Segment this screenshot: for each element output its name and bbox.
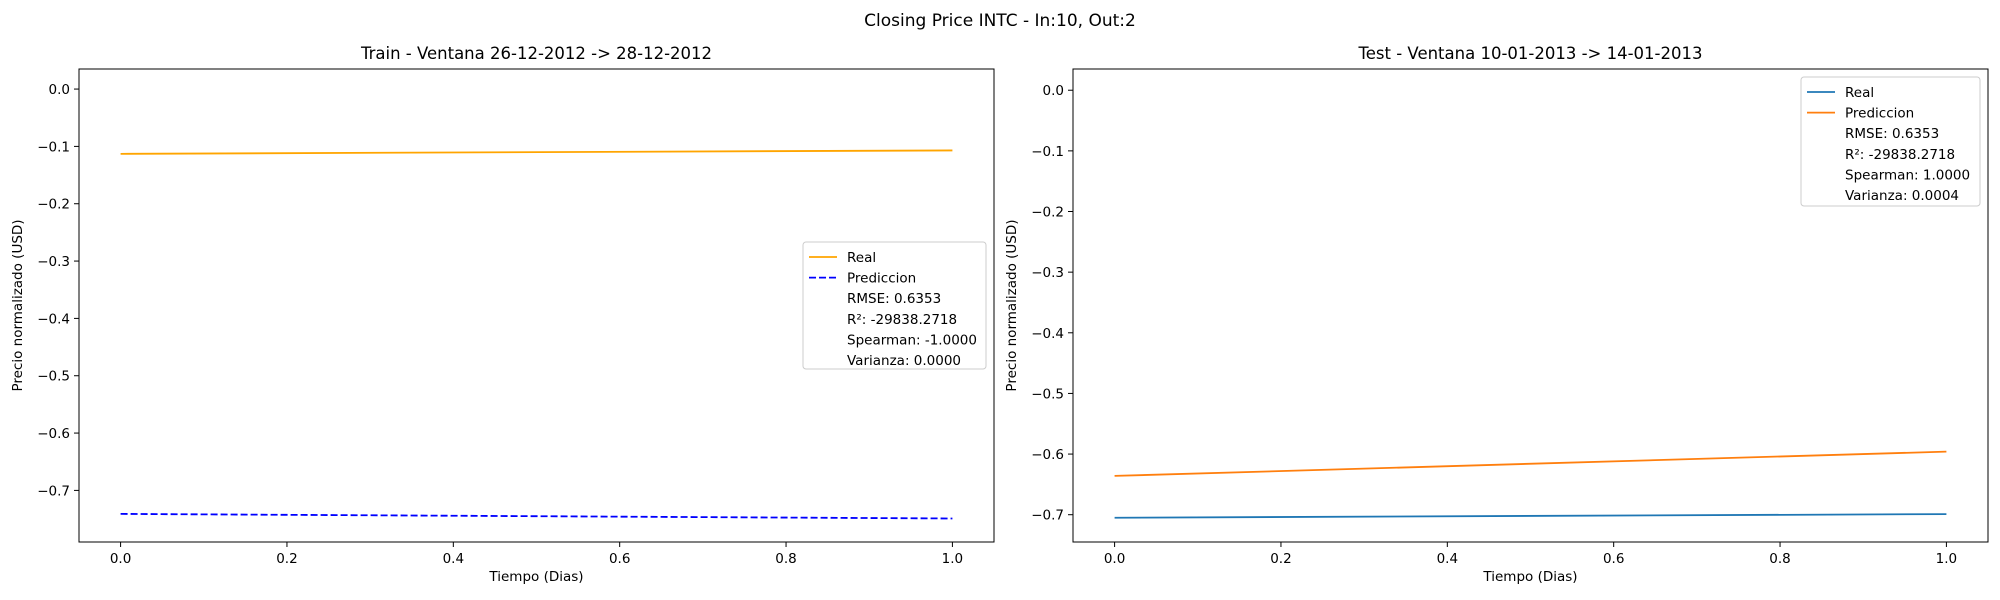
chart-panels: Train - Ventana 26-12-2012 -> 28-12-2012… [10, 44, 1989, 585]
x-tick-label: 0.6 [1603, 551, 1624, 567]
chart-title: Train - Ventana 26-12-2012 -> 28-12-2012 [360, 44, 712, 63]
y-tick-label: −0.3 [37, 254, 70, 270]
y-tick-label: −0.2 [37, 197, 70, 213]
y-tick-label: −0.4 [37, 311, 70, 327]
x-axis-label: Tiempo (Dias) [488, 569, 583, 585]
legend-metric: Spearman: 1.0000 [1845, 167, 1970, 183]
series-line-real [1114, 513, 1947, 519]
y-tick-label: −0.4 [1031, 326, 1064, 342]
legend-box [802, 241, 987, 370]
x-tick-label: 0.4 [1437, 551, 1458, 567]
x-tick-label: 0.0 [1104, 551, 1125, 567]
legend-label-real: Real [1845, 85, 1874, 101]
x-axis-label: Tiempo (Dias) [1482, 569, 1577, 585]
plot-frame [1072, 68, 1989, 543]
x-tick-label: 0.6 [609, 551, 630, 567]
x-tick-label: 0.8 [1769, 551, 1790, 567]
x-tick-label: 1.0 [1936, 551, 1957, 567]
plot-frame [78, 68, 995, 543]
series-line-real [120, 149, 953, 155]
chart-panel-train: Train - Ventana 26-12-2012 -> 28-12-2012… [10, 44, 995, 585]
y-axis-label: Precio normalizado (USD) [10, 219, 26, 391]
x-tick-label: 0.2 [276, 551, 297, 567]
x-tick-label: 0.0 [110, 551, 131, 567]
legend-box [1800, 76, 1981, 207]
y-tick-label: 0.0 [49, 82, 70, 98]
x-tick-label: 0.4 [443, 551, 464, 567]
y-tick-label: −0.1 [37, 139, 70, 155]
legend: Real Prediccion RMSE: 0.6353 R²: -29838.271… [802, 241, 987, 370]
series-line-prediccion [1114, 450, 1947, 477]
y-tick-label: −0.7 [37, 483, 70, 499]
y-tick-label: −0.7 [1031, 508, 1064, 524]
chart-title: Test - Ventana 10-01-2013 -> 14-01-2013 [1358, 44, 1703, 63]
legend-label-real: Real [847, 250, 876, 266]
y-tick-label: −0.1 [1031, 144, 1064, 160]
x-tick-label: 0.8 [775, 551, 796, 567]
legend: Real Prediccion RMSE: 0.6353 R²: -29838.271… [1800, 76, 1981, 207]
chart-panel-test: Test - Ventana 10-01-2013 -> 14-01-2013 0… [1004, 44, 1989, 585]
y-tick-label: −0.3 [1031, 265, 1064, 281]
y-tick-label: −0.5 [1031, 386, 1064, 402]
y-tick-label: 0.0 [1043, 83, 1064, 99]
x-tick-label: 0.2 [1270, 551, 1291, 567]
legend-label-prediccion: Prediccion [1845, 106, 1914, 122]
legend-label-prediccion: Prediccion [847, 271, 916, 287]
y-tick-label: −0.6 [37, 426, 70, 442]
x-tick-label: 1.0 [942, 551, 963, 567]
legend-metric: RMSE: 0.6353 [847, 291, 941, 307]
legend-metric: RMSE: 0.6353 [1845, 126, 1939, 142]
figure-suptitle: Closing Price INTC - In:10, Out:2 [864, 11, 1136, 31]
legend-metric: R²: -29838.2718 [847, 312, 957, 328]
legend-metric: Varianza: 0.0004 [1845, 188, 1959, 204]
legend-metric: Varianza: 0.0000 [847, 353, 961, 369]
legend-metric: R²: -29838.2718 [1845, 147, 1955, 163]
y-tick-label: −0.5 [37, 369, 70, 385]
y-tick-label: −0.6 [1031, 447, 1064, 463]
legend-metric: Spearman: -1.0000 [847, 332, 977, 348]
y-axis-label: Precio normalizado (USD) [1004, 219, 1020, 391]
y-tick-label: −0.2 [1031, 205, 1064, 221]
series-line-prediccion [120, 513, 953, 520]
